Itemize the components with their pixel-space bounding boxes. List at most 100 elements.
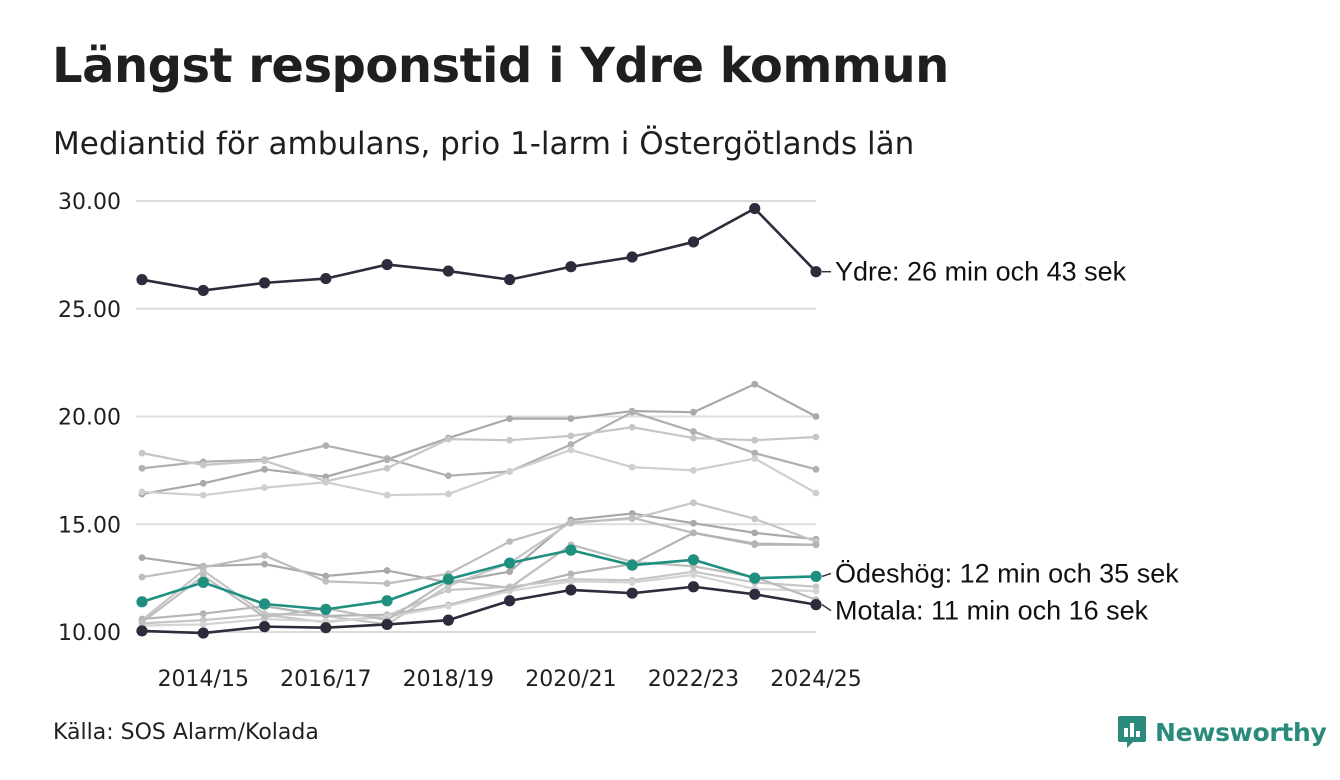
odeshög-data-point — [810, 570, 822, 583]
context-data-point — [199, 479, 207, 487]
context-data-point — [383, 567, 391, 574]
ydre-data-point — [197, 284, 209, 297]
context-data-point — [506, 415, 514, 423]
x-tick-label: 2022/23 — [648, 667, 739, 692]
motala-data-point — [565, 584, 577, 596]
newsworthy-logo-icon — [1118, 716, 1146, 748]
context-data-point — [199, 461, 207, 469]
context-data-point — [751, 529, 759, 537]
context-data-point — [628, 514, 636, 522]
context-series-line — [140, 448, 818, 497]
source-note: Källa: SOS Alarm/Kolada — [53, 720, 319, 745]
x-tick-label: 2020/21 — [525, 667, 616, 692]
series-end-labels: Ydre: 26 min och 43 sek Ödeshög: 12 min o… — [821, 257, 1179, 626]
context-data-point — [138, 488, 146, 496]
motala-data-point — [136, 625, 148, 637]
odeshög-data-point — [565, 544, 577, 556]
context-data-point — [751, 449, 759, 457]
y-tick-label: 10.00 — [58, 621, 121, 646]
context-data-point — [506, 568, 514, 576]
motala-data-point — [381, 618, 393, 631]
context-data-point — [751, 515, 759, 523]
context-data-point — [261, 613, 268, 621]
odeshög-data-point — [320, 603, 332, 615]
odeshög-data-point — [442, 573, 454, 585]
context-data-point — [690, 466, 697, 474]
context-data-point — [751, 436, 759, 444]
context-data-point — [199, 610, 207, 618]
context-data-point — [322, 442, 330, 449]
context-data-point — [138, 573, 146, 581]
context-data-point — [322, 572, 330, 580]
x-tick-label: 2018/19 — [403, 667, 494, 692]
context-series-line — [140, 383, 818, 496]
context-data-point — [751, 455, 759, 462]
context-data-point — [690, 434, 697, 442]
motala-data-point — [626, 587, 638, 599]
ydre-data-point — [687, 236, 700, 248]
context-data-point — [261, 560, 268, 568]
context-data-point — [751, 540, 759, 548]
context-data-point — [628, 579, 636, 586]
ydre-data-point — [442, 265, 454, 277]
context-data-point — [199, 563, 207, 571]
odeshög-end-label: Ödeshög: 12 min och 35 sek — [835, 558, 1179, 588]
gridlines — [136, 200, 816, 633]
ydre-data-point — [749, 202, 761, 215]
ydre-data-point — [136, 274, 148, 286]
context-data-point — [322, 577, 330, 585]
context-data-point — [567, 432, 575, 440]
motala-label-leader — [821, 604, 832, 612]
ydre-data-point — [320, 272, 332, 285]
motala-data-point — [504, 595, 516, 607]
context-data-point — [812, 489, 820, 497]
motala-data-point — [687, 581, 700, 593]
odeshög-data-point — [197, 576, 209, 589]
context-data-point — [690, 499, 697, 507]
context-data-point — [138, 554, 146, 562]
context-data-point — [261, 484, 268, 492]
context-data-point — [628, 408, 636, 416]
odeshög-data-point — [626, 559, 638, 571]
context-data-point — [751, 380, 759, 388]
context-data-point — [506, 538, 514, 545]
y-tick-label: 30.00 — [58, 190, 121, 215]
context-data-point — [690, 428, 697, 435]
context-data-point — [812, 541, 820, 549]
odeshög-data-point — [687, 554, 700, 566]
context-data-point — [690, 529, 697, 537]
context-data-point — [383, 464, 391, 472]
context-data-point — [383, 491, 391, 499]
context-series-line — [140, 570, 818, 625]
context-data-point — [628, 463, 636, 471]
context-data-point — [138, 464, 146, 472]
context-data-point — [567, 570, 575, 578]
motala-data-point — [258, 621, 271, 633]
context-data-point — [690, 408, 697, 416]
context-series-line — [140, 501, 818, 626]
ydre-series-line — [140, 207, 818, 292]
odeshög-data-point — [258, 598, 271, 610]
y-axis-ticks: 10.00 15.00 20.00 25.00 30.00 — [58, 190, 121, 646]
context-data-point — [812, 433, 820, 441]
context-data-point — [690, 571, 697, 579]
motala-data-point — [810, 599, 822, 611]
ydre-data-point — [258, 277, 271, 289]
chart-title: Längst responstid i Ydre kommun — [52, 38, 949, 94]
ydre-data-point — [565, 261, 577, 273]
context-data-point — [690, 519, 697, 527]
y-tick-label: 20.00 — [58, 406, 121, 431]
context-data-point — [444, 602, 452, 610]
motala-data-point — [320, 622, 332, 634]
context-data-point — [444, 490, 452, 498]
context-data-point — [199, 621, 207, 628]
odeshög-series-line — [140, 548, 818, 611]
context-data-point — [444, 586, 452, 594]
motala-data-point — [197, 627, 209, 639]
odeshög-data-point — [749, 572, 761, 584]
context-data-point — [628, 423, 636, 431]
context-data-point — [261, 552, 268, 559]
context-data-point — [383, 455, 391, 462]
context-data-point — [138, 449, 146, 457]
